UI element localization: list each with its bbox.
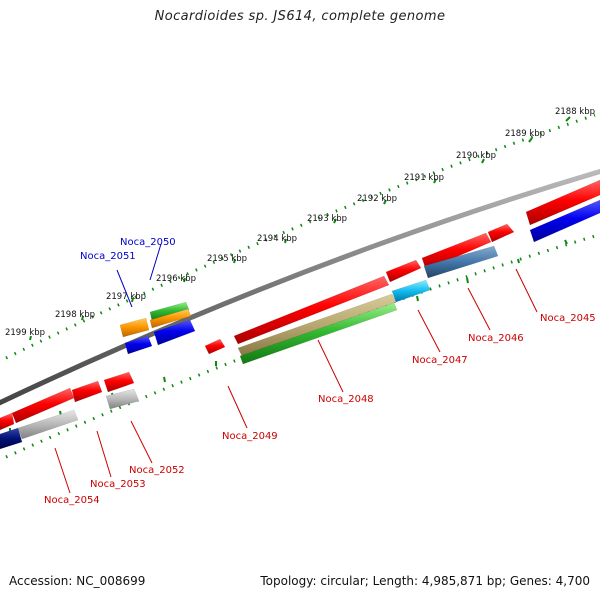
major-tick [564,239,568,245]
feature-noca-2055-navy[interactable] [0,427,23,450]
tick-label-2188-kbp: 2188 kbp [555,107,595,117]
gene-label-noca-2054[interactable]: Noca_2054 [44,495,100,506]
gene-label-noca-2046[interactable]: Noca_2046 [468,333,524,344]
feature-noca-2054-gray[interactable] [17,409,79,440]
major-tick [466,277,469,284]
tick-label-2195-kbp: 2195 kbp [207,254,247,264]
leader-noca-2048 [317,339,344,393]
feature-noca-2052-red[interactable] [103,371,135,393]
feature-noca-2051-orange[interactable] [119,317,150,338]
tick-label-2196-kbp: 2196 kbp [156,274,196,284]
feature-noca-2048-red-a[interactable] [385,259,422,283]
scale-tick-labels: 2188 kbp 2189 kbp 2190 kbp 2191 kbp 2192 kbp… [5,107,595,338]
leader-noca-2050 [149,243,162,281]
gene-label-noca-2052[interactable]: Noca_2052 [129,465,185,476]
tick-label-2190-kbp: 2190 kbp [456,151,496,161]
tick-label-2199-kbp: 2199 kbp [5,328,45,338]
feature-noca-2049-red[interactable] [204,338,226,355]
feature-noca-2045-red[interactable] [525,179,600,226]
gene-label-noca-2050[interactable]: Noca_2050 [120,237,176,248]
major-tick [29,335,32,341]
feature-noca-2046-steel[interactable] [423,245,499,279]
tick-label-2197-kbp: 2197 kbp [106,292,146,302]
leader-noca-2045 [515,268,538,313]
genome-summary: Topology: circular; Length: 4,985,871 bp… [260,574,590,588]
feature-noca-2050-orange[interactable] [149,308,192,329]
major-tick [183,277,186,283]
gene-label-noca-2051[interactable]: Noca_2051 [80,251,136,262]
feature-noca-2050-blue[interactable] [153,319,196,346]
feature-noca-2048-red-b[interactable] [233,275,390,345]
accession-label: Accession: NC_008699 [9,574,146,588]
genome-title: Nocardioides sp. JS614, complete genome [154,9,446,24]
gene-label-noca-2045[interactable]: Noca_2045 [540,313,596,324]
tick-label-2193-kbp: 2193 kbp [307,214,347,224]
major-tick [131,297,134,303]
major-tick [284,238,287,244]
major-tick [517,258,520,264]
major-tick [81,315,84,321]
leader-noca-2049 [227,385,248,429]
leader-noca-2053 [96,430,112,478]
tick-label-2194-kbp: 2194 kbp [257,234,297,244]
tick-label-2192-kbp: 2192 kbp [357,194,397,204]
feature-noca-2046-red[interactable] [487,223,515,243]
feature-noca-2045-blue[interactable] [529,199,600,243]
feature-noca-2048-green[interactable] [239,302,398,365]
major-tick [333,218,337,224]
leader-noca-2047 [417,309,441,353]
major-tick [163,376,166,383]
gene-label-noca-2049[interactable]: Noca_2049 [222,431,278,442]
major-tick [383,199,387,205]
gene-features [0,179,600,450]
feature-noca-2048-tan[interactable] [237,293,397,357]
feature-noca-2054-red-a[interactable] [0,412,15,431]
feature-noca-2047-cyan[interactable] [391,279,431,303]
outer-scale-dots [5,113,596,360]
major-tick [433,178,437,184]
leader-noca-2052 [130,420,153,464]
feature-noca-2051-blue[interactable] [124,335,153,355]
feature-noca-2050-green[interactable] [149,301,190,322]
major-tick [481,158,485,164]
genome-backbone [0,168,600,406]
gene-label-noca-2048[interactable]: Noca_2048 [318,394,374,405]
tick-label-2198-kbp: 2198 kbp [55,310,95,320]
tick-label-2191-kbp: 2191 kbp [404,173,444,183]
major-tick [528,137,533,143]
major-tick [565,116,571,122]
major-tick [233,258,236,264]
gene-label-leaders [54,243,538,494]
feature-noca-2052-gray[interactable] [105,388,140,410]
tick-label-2189-kbp: 2189 kbp [505,129,545,139]
leader-noca-2046 [467,287,491,331]
feature-noca-2053-red[interactable] [71,380,103,403]
gene-label-noca-2047[interactable]: Noca_2047 [412,355,468,366]
major-tick [416,295,419,302]
gene-label-noca-2053[interactable]: Noca_2053 [90,479,146,490]
inner-scale-dots [5,234,596,459]
leader-noca-2051 [116,269,133,308]
leader-noca-2054 [54,447,71,494]
